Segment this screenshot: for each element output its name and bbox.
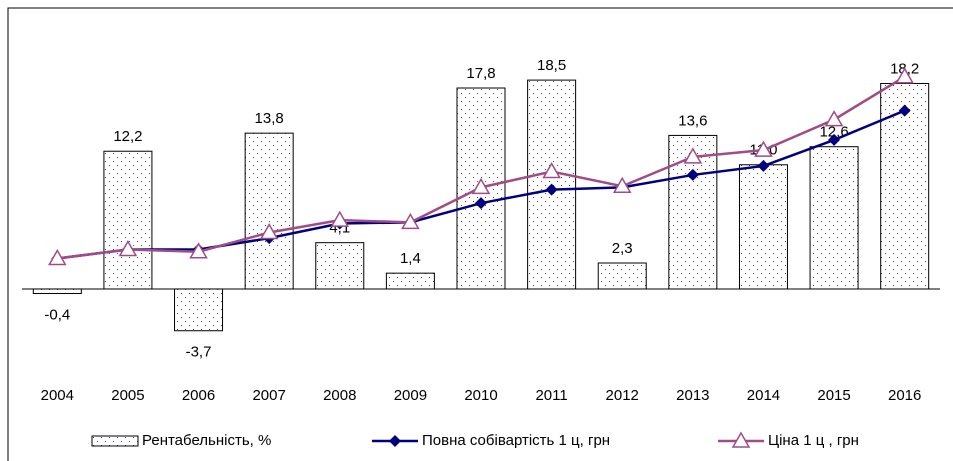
point <box>189 242 208 259</box>
bar <box>597 262 647 290</box>
data-label: -3,7 <box>186 344 212 361</box>
point <box>754 140 773 157</box>
bar <box>32 288 82 294</box>
data-label: 12,2 <box>113 128 142 145</box>
point <box>898 104 911 117</box>
x-tick-label: 2013 <box>676 387 709 404</box>
legend-marker <box>389 435 401 447</box>
point <box>259 223 279 240</box>
x-tick-label: 2009 <box>394 387 427 404</box>
data-label: 13,8 <box>255 110 284 127</box>
data-label: 2,3 <box>612 240 633 257</box>
bar <box>385 272 435 290</box>
x-tick-label: 2016 <box>888 387 921 404</box>
x-tick-label: 2012 <box>606 387 639 404</box>
x-tick-label: 2014 <box>747 387 780 404</box>
chart-frame <box>7 7 953 461</box>
data-label: 13,6 <box>678 112 707 129</box>
point <box>542 162 561 179</box>
data-label: 18,5 <box>537 57 566 74</box>
x-tick-label: 2007 <box>252 387 285 404</box>
data-label: -0,4 <box>44 306 70 323</box>
legend-label: Ціна 1 ц , грн <box>768 432 859 449</box>
point <box>895 67 914 84</box>
point <box>401 212 420 230</box>
x-tick-label: 2015 <box>817 387 850 404</box>
point <box>330 210 350 227</box>
bar <box>103 150 153 290</box>
bar <box>315 242 365 290</box>
point <box>612 176 632 193</box>
x-tick-label: 2005 <box>111 387 144 404</box>
legend-label: Рентабельність, % <box>142 432 271 449</box>
point <box>48 248 67 266</box>
x-tick-label: 2011 <box>535 387 567 404</box>
point <box>545 183 558 196</box>
legend-label: Повна собівартість 1 ц, грн <box>422 432 610 449</box>
point <box>683 147 703 164</box>
point <box>118 239 138 257</box>
data-label: 1,4 <box>400 250 421 267</box>
bar <box>738 164 788 290</box>
point <box>471 177 491 195</box>
x-tick-label: 2004 <box>41 387 74 404</box>
bar <box>809 146 859 290</box>
data-label: 17,8 <box>466 65 495 82</box>
point <box>828 133 841 146</box>
bar <box>174 288 224 332</box>
point <box>824 110 844 127</box>
point <box>686 168 699 181</box>
bar <box>244 132 294 290</box>
x-tick-label: 2010 <box>464 387 497 404</box>
x-tick-label: 2006 <box>182 387 215 404</box>
x-tick-label: 2008 <box>323 387 356 404</box>
point <box>475 197 487 210</box>
legend-marker <box>731 431 751 448</box>
point <box>757 159 770 172</box>
legend-swatch <box>91 435 139 447</box>
